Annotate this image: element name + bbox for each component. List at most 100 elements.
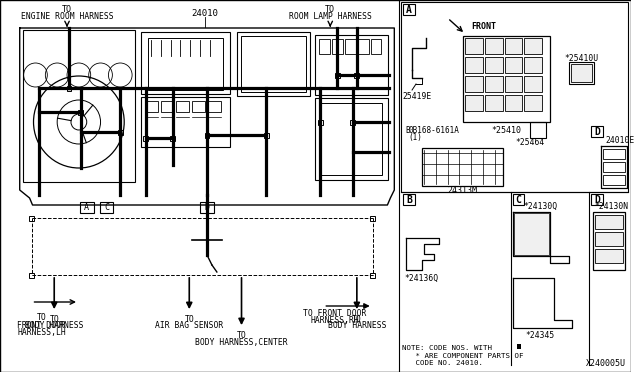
Bar xyxy=(505,38,522,54)
Bar xyxy=(316,35,388,95)
Bar xyxy=(513,213,549,255)
Bar xyxy=(192,101,205,112)
Bar xyxy=(321,103,383,175)
Text: TO FRONT DOOR: TO FRONT DOOR xyxy=(303,308,367,317)
Bar xyxy=(264,132,269,138)
Bar xyxy=(22,30,135,182)
Bar xyxy=(161,101,173,112)
Bar xyxy=(524,76,542,92)
Bar xyxy=(595,249,623,263)
Text: (1): (1) xyxy=(408,132,422,141)
Bar xyxy=(200,202,214,213)
Bar xyxy=(465,57,483,73)
Text: NOTE: CODE NOS. WITH: NOTE: CODE NOS. WITH xyxy=(402,345,492,351)
Bar xyxy=(345,39,356,54)
Bar xyxy=(593,212,625,270)
Bar xyxy=(205,132,209,138)
Text: HARNESS,RH: HARNESS,RH xyxy=(311,315,360,324)
Text: ENGINE ROOM HARNESS: ENGINE ROOM HARNESS xyxy=(20,12,113,20)
Text: *25464: *25464 xyxy=(516,138,545,147)
Text: HARNESS,LH: HARNESS,LH xyxy=(17,327,66,337)
Bar xyxy=(513,194,524,205)
Bar xyxy=(591,126,604,137)
Bar xyxy=(591,194,604,205)
Bar xyxy=(465,95,483,111)
Text: TO: TO xyxy=(62,4,72,13)
Bar xyxy=(371,39,381,54)
Bar xyxy=(505,76,522,92)
Text: D: D xyxy=(595,195,600,205)
Bar xyxy=(177,101,189,112)
Text: TO: TO xyxy=(36,314,46,323)
Text: ROOM LAMP HARNESS: ROOM LAMP HARNESS xyxy=(289,12,372,20)
Text: 24010: 24010 xyxy=(191,9,218,17)
Text: AIR BAG SENSOR: AIR BAG SENSOR xyxy=(155,321,223,330)
Text: 25419E: 25419E xyxy=(403,92,431,100)
Text: TO: TO xyxy=(325,4,335,13)
Bar xyxy=(516,344,522,349)
Text: BODY HARNESS,CENTER: BODY HARNESS,CENTER xyxy=(195,337,288,346)
Bar xyxy=(604,175,625,185)
Bar xyxy=(237,32,310,96)
Text: TO: TO xyxy=(184,314,194,324)
Text: *25410U: *25410U xyxy=(564,54,598,62)
Bar xyxy=(422,148,503,186)
Bar xyxy=(505,95,522,111)
Text: 0B168-6161A: 0B168-6161A xyxy=(408,125,459,135)
Text: D: D xyxy=(595,127,600,137)
Text: X240005U: X240005U xyxy=(586,359,626,368)
Text: 24010E: 24010E xyxy=(605,135,634,144)
Text: B: B xyxy=(406,195,412,205)
Text: *25410: *25410 xyxy=(492,125,522,135)
Bar xyxy=(80,202,93,213)
Text: TO: TO xyxy=(352,314,362,324)
Bar xyxy=(170,135,175,141)
Bar xyxy=(319,39,330,54)
Bar xyxy=(29,215,34,221)
Text: 24313M: 24313M xyxy=(447,186,477,195)
Bar xyxy=(118,129,123,135)
Bar xyxy=(571,64,593,82)
Bar xyxy=(208,101,221,112)
Bar xyxy=(485,38,503,54)
Bar xyxy=(524,95,542,111)
Bar xyxy=(316,98,388,180)
Text: *24136Q: *24136Q xyxy=(405,273,439,282)
Bar xyxy=(145,101,157,112)
Bar xyxy=(141,97,230,147)
Bar xyxy=(485,76,503,92)
Bar xyxy=(485,95,503,111)
Bar xyxy=(370,215,375,221)
Bar xyxy=(465,38,483,54)
Bar xyxy=(403,194,415,205)
Bar xyxy=(524,38,542,54)
Bar xyxy=(463,36,550,122)
Text: CODE NO. 24010.: CODE NO. 24010. xyxy=(402,360,483,366)
Bar xyxy=(505,57,522,73)
Text: * ARE COMPONENT PARTS OF: * ARE COMPONENT PARTS OF xyxy=(402,353,524,359)
Bar xyxy=(604,162,625,172)
Text: BODY HARNESS: BODY HARNESS xyxy=(328,321,386,330)
Bar xyxy=(524,57,542,73)
Text: C: C xyxy=(516,195,522,205)
Bar xyxy=(355,73,359,77)
Bar xyxy=(401,2,628,192)
Text: D: D xyxy=(205,203,209,212)
Text: A: A xyxy=(406,5,412,15)
Bar xyxy=(358,39,369,54)
Bar xyxy=(465,76,483,92)
Text: *24345: *24345 xyxy=(525,331,555,340)
Text: TO: TO xyxy=(237,330,246,340)
Bar xyxy=(241,36,305,92)
Text: B: B xyxy=(405,125,410,135)
Bar xyxy=(141,32,230,94)
Text: *24130Q: *24130Q xyxy=(523,202,557,211)
Text: BODY HARNESS: BODY HARNESS xyxy=(25,321,83,330)
Text: *24130N: *24130N xyxy=(594,202,628,211)
Bar xyxy=(604,149,625,159)
Text: C: C xyxy=(104,203,109,212)
Bar xyxy=(485,57,503,73)
Text: FRONT: FRONT xyxy=(471,22,496,31)
Bar xyxy=(351,119,355,125)
Bar xyxy=(595,232,623,246)
